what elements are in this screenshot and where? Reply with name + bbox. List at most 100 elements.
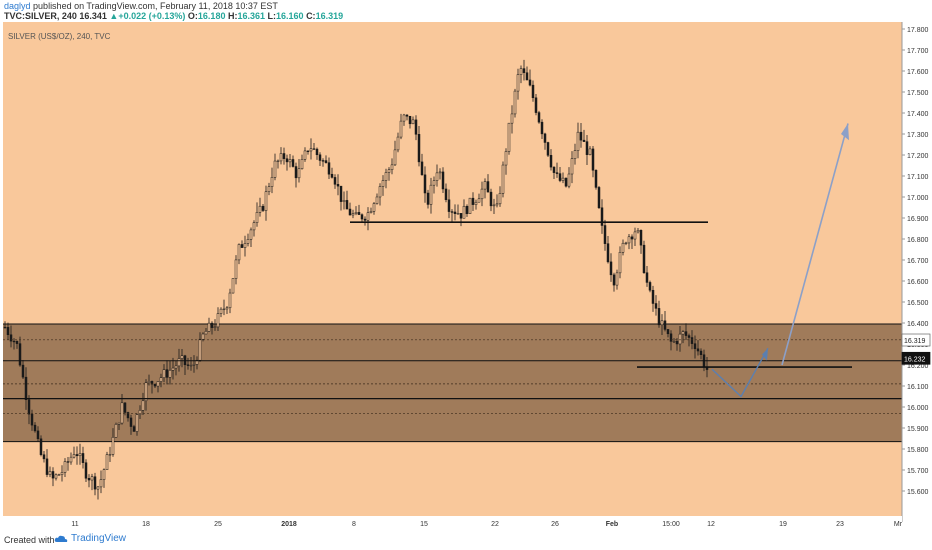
- candle-body: [78, 453, 82, 457]
- candle-body: [570, 158, 574, 175]
- candle-body: [651, 289, 655, 304]
- candle-body: [225, 307, 229, 310]
- candle-body: [153, 383, 157, 387]
- candle-body: [366, 212, 370, 221]
- candle-body: [192, 364, 196, 366]
- time-axis-label: 11: [71, 521, 78, 528]
- candle-body: [444, 188, 448, 200]
- candle-body: [411, 119, 415, 125]
- candle-body: [552, 166, 556, 173]
- candle-body: [291, 159, 295, 167]
- last-price: 16.341: [79, 11, 107, 21]
- cloud-icon: [54, 535, 68, 542]
- published-text: published on TradingView.com, February 1…: [33, 1, 278, 11]
- price-axis-label: 17.800: [907, 27, 929, 34]
- candle-body: [690, 337, 694, 344]
- candle-body: [597, 187, 601, 209]
- change-up-icon: ▲: [109, 11, 119, 21]
- candle-body: [417, 134, 421, 163]
- chart-area[interactable]: SILVER (US$/OZ), 240, TVC 17.800 17.700 17…: [0, 22, 932, 527]
- price-tag-box: [901, 333, 931, 347]
- projection-dip-line: [711, 347, 769, 398]
- candle-body: [405, 114, 409, 117]
- price-axis-label: 17.600: [907, 69, 929, 76]
- candle-body: [684, 331, 688, 336]
- candle-body: [501, 164, 505, 194]
- candle-body: [603, 225, 607, 244]
- price-axis-label: 16.400: [907, 321, 929, 328]
- open-value: 16.180: [197, 11, 226, 21]
- candle-body: [75, 454, 79, 457]
- price-axis-label: 17.400: [907, 111, 929, 118]
- candle-body: [474, 201, 478, 205]
- candle-body: [162, 369, 166, 378]
- candle-body: [273, 160, 277, 178]
- candle-body: [441, 171, 445, 190]
- candle-body: [156, 381, 160, 387]
- candle-body: [222, 308, 226, 311]
- candle-body: [588, 148, 592, 155]
- candle-body: [297, 168, 301, 179]
- candle-body: [384, 172, 388, 181]
- candle-body: [657, 308, 661, 326]
- candle-body: [561, 177, 565, 181]
- candle-body: [48, 471, 52, 475]
- candle-body: [102, 469, 106, 480]
- price-chart[interactable]: SILVER (US$/OZ), 240, TVC 17.80017.70017…: [0, 22, 932, 527]
- candle-body: [357, 212, 361, 215]
- candle-body: [681, 331, 685, 335]
- candle-body: [369, 211, 373, 213]
- candle-body: [372, 203, 376, 212]
- publish-header: daglyd published on TradingView.com, Feb…: [0, 0, 932, 22]
- candle-body: [663, 320, 667, 330]
- arrow-head-icon: [841, 123, 849, 141]
- candle-body: [108, 454, 112, 456]
- price-axis[interactable]: [902, 22, 932, 527]
- close-label: C:: [306, 11, 316, 21]
- tradingview-logo[interactable]: TradingView: [54, 533, 126, 544]
- candle-body: [573, 150, 577, 159]
- candle-body: [549, 155, 553, 168]
- candle-body: [528, 79, 532, 86]
- candle-body: [327, 162, 331, 175]
- candle-body: [492, 204, 496, 207]
- candle-body: [321, 160, 325, 162]
- candle-body: [678, 333, 682, 345]
- candle-body: [207, 322, 211, 332]
- time-axis-label: 26: [551, 521, 559, 528]
- candle-body: [72, 454, 76, 458]
- candle-body: [198, 338, 202, 361]
- candle-body: [189, 364, 193, 367]
- candle-body: [423, 174, 427, 194]
- candle-body: [270, 177, 274, 187]
- candle-body: [621, 242, 625, 253]
- time-axis-label: Mr: [894, 521, 903, 528]
- time-axis-label: 12: [707, 521, 715, 528]
- author-link[interactable]: daglyd: [4, 1, 31, 11]
- candle-body: [387, 169, 391, 173]
- candle-body: [495, 203, 499, 206]
- candle-body: [255, 212, 259, 223]
- candle-body: [624, 242, 628, 244]
- candle-body: [456, 213, 460, 215]
- price-axis-label: 15.600: [907, 489, 929, 496]
- candle-body: [498, 193, 502, 205]
- candle-body: [414, 119, 418, 135]
- candle-body: [612, 274, 616, 286]
- candle-body: [600, 207, 604, 226]
- candle-body: [36, 430, 40, 440]
- candle-body: [240, 244, 244, 248]
- low-value: 16.160: [276, 11, 304, 21]
- candle-body: [3, 326, 7, 329]
- candle-body: [627, 236, 631, 244]
- candle-body: [507, 122, 511, 152]
- candle-body: [234, 259, 238, 279]
- candle-body: [537, 112, 541, 123]
- candle-body: [660, 320, 664, 326]
- candle-body: [168, 369, 172, 378]
- candle-body: [354, 212, 358, 214]
- candle-body: [258, 205, 262, 213]
- candle-body: [300, 159, 304, 170]
- candle-body: [615, 272, 619, 286]
- candle-body: [288, 159, 292, 163]
